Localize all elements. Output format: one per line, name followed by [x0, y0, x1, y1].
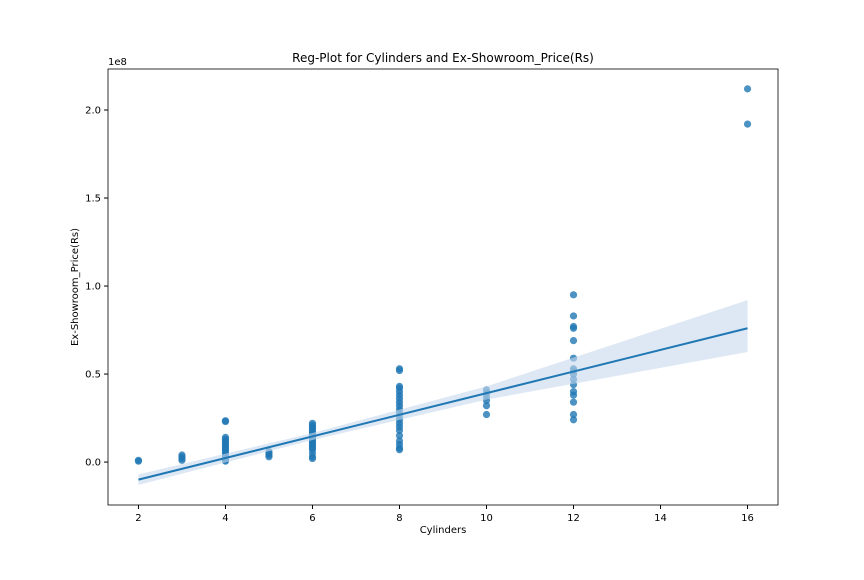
scatter-point: [569, 410, 578, 419]
scatter-point: [178, 451, 186, 459]
x-tick-label: 2: [135, 513, 141, 524]
regression-line: [138, 327, 748, 481]
plot-frame: [107, 68, 779, 506]
x-tick-label: 8: [396, 513, 402, 524]
scatter-point: [221, 417, 230, 425]
scatter-point: [134, 456, 143, 464]
chart-title: Reg-Plot for Cylinders and Ex-Showroom_P…: [292, 51, 594, 65]
x-tick-label: 16: [741, 513, 754, 524]
scatter-point: [743, 85, 752, 93]
scatter-point: [569, 388, 578, 396]
y-tick-label: 1.5: [85, 194, 101, 205]
scatter-point: [569, 291, 578, 299]
scatter-point: [482, 402, 491, 410]
scatter-point: [569, 322, 578, 331]
confidence-band: [138, 300, 748, 485]
scatter-point: [743, 120, 752, 128]
y-tick-label: 0.5: [85, 370, 101, 381]
scatter-point: [569, 398, 578, 406]
x-axis-label: Cylinders: [420, 525, 467, 536]
scatter-point: [482, 410, 491, 419]
scatter-point: [395, 432, 404, 440]
x-tick-label: 4: [222, 513, 228, 524]
x-tick-label: 10: [480, 513, 493, 524]
scatter-point: [569, 336, 578, 345]
scatter-point: [569, 312, 578, 320]
x-tick-label: 6: [309, 513, 315, 524]
scatter-point: [221, 433, 230, 442]
scatter-point: [395, 437, 404, 445]
y-tick-label: 2.0: [85, 106, 101, 117]
scatter-point: [395, 365, 404, 373]
y-axis-label: Ex-Showroom_Price(Rs): [70, 228, 81, 346]
x-tick-label: 12: [567, 513, 580, 524]
scatter-point: [569, 416, 578, 424]
scatter-point: [308, 419, 317, 427]
x-tick-label: 14: [654, 513, 667, 524]
y-tick-label: 0.0: [85, 458, 101, 469]
y-offset-label: 1e8: [108, 57, 127, 68]
scatter-point: [395, 382, 404, 390]
y-tick-label: 1.0: [85, 282, 101, 293]
